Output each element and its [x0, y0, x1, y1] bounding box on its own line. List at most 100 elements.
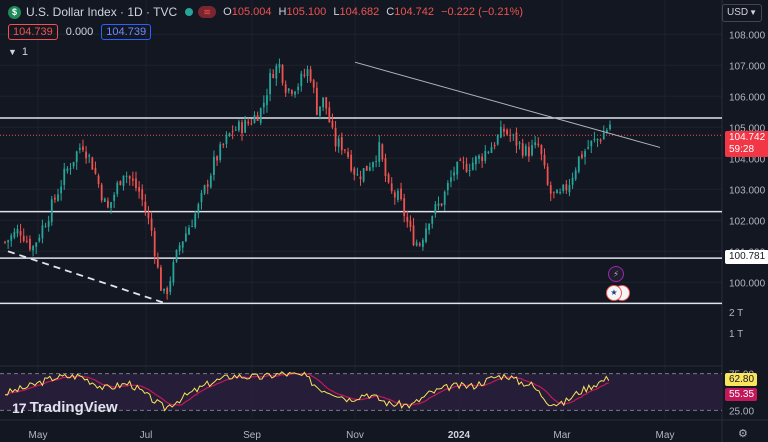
candle-body — [315, 87, 318, 115]
candle-body — [128, 176, 131, 179]
time-axis-label: 2024 — [448, 430, 471, 441]
rsi-band — [0, 373, 722, 411]
candle-body — [306, 69, 309, 77]
symbol-title[interactable]: U.S. Dollar Index · 1D · TVC — [26, 5, 178, 19]
trendline — [354, 61, 661, 148]
alert-badge-icon[interactable]: ≋ — [198, 6, 217, 18]
candle-body — [41, 225, 44, 239]
candle-body — [78, 147, 81, 150]
candle-body — [125, 175, 128, 177]
candle-body — [353, 168, 356, 175]
candle-body — [241, 122, 243, 134]
candle-body — [203, 185, 206, 194]
candle-body — [415, 242, 418, 246]
candle-body — [300, 73, 303, 87]
candle-body — [50, 199, 53, 222]
candle-body — [297, 86, 300, 91]
candle-body — [82, 146, 84, 150]
candle-body — [475, 156, 477, 165]
volume-tick-label: 1 T — [729, 329, 743, 340]
candle-body — [19, 231, 22, 236]
candle-body — [103, 198, 106, 203]
quote-row: 104.739 0.000 104.739 — [8, 24, 159, 40]
candle-body — [194, 213, 197, 228]
candle-body — [222, 143, 225, 146]
currency-select[interactable]: USD ▼ — [722, 4, 762, 22]
candle-body — [228, 133, 231, 136]
candle-body — [60, 186, 63, 194]
candle-body — [88, 155, 91, 157]
candle-body — [509, 134, 512, 137]
candle-body — [225, 135, 228, 144]
candle-body — [275, 65, 278, 79]
price-tick-label: 102.000 — [729, 216, 766, 227]
candle-body — [234, 129, 237, 131]
candle-body — [188, 227, 190, 235]
candle-body — [440, 203, 443, 206]
candle-body — [284, 84, 287, 93]
volume-tick-label: 2 T — [729, 308, 743, 319]
candle-body — [166, 288, 169, 294]
ohlc-values: O105.004 H105.100 L104.682 C104.742 −0.2… — [223, 6, 524, 18]
candle-body — [559, 192, 562, 194]
candle-body — [63, 168, 66, 185]
candle-body — [359, 176, 362, 180]
candle-body — [122, 175, 125, 186]
candle-body — [312, 80, 315, 88]
sell-price-button[interactable]: 104.739 — [8, 24, 58, 40]
candle-body — [13, 231, 16, 238]
candle-body — [156, 257, 159, 268]
candle-body — [219, 144, 222, 160]
lightning-event-icon[interactable]: ⚡ — [608, 266, 624, 282]
candle-body — [528, 146, 530, 157]
candle-body — [512, 134, 515, 136]
candle-body — [153, 231, 156, 257]
candle-body — [397, 190, 399, 200]
candle-body — [350, 154, 353, 171]
candle-body — [587, 147, 590, 149]
candle-body — [32, 246, 34, 251]
candle-body — [409, 220, 412, 227]
candle-body — [462, 161, 465, 163]
candle-body — [113, 194, 116, 201]
candle-body — [390, 183, 393, 192]
dollar-symbol-icon: $ — [8, 5, 21, 19]
candle-body — [365, 165, 368, 171]
candle-body — [237, 121, 240, 131]
candle-body — [116, 182, 119, 195]
price-tick-label: 104.000 — [729, 154, 766, 165]
candle-body — [446, 182, 449, 191]
candle-body — [29, 238, 31, 250]
candle-body — [593, 138, 596, 140]
bar-countdown: 59:28 — [729, 144, 755, 155]
candle-body — [69, 168, 72, 170]
us-flag-event-icon[interactable]: ★ — [606, 285, 622, 301]
live-dot-icon — [185, 8, 194, 16]
candle-body — [428, 223, 431, 230]
indicators-toggle[interactable]: ▼ 1 — [8, 46, 28, 58]
candle-body — [412, 225, 415, 246]
buy-price-button[interactable]: 104.739 — [101, 24, 152, 40]
tradingview-logo[interactable]: 17 TradingView — [12, 399, 118, 416]
time-axis-label: May — [29, 430, 48, 441]
candle-body — [506, 129, 508, 135]
candle-body — [568, 184, 571, 193]
candle-body — [596, 139, 599, 141]
symbol-header: $ U.S. Dollar Index · 1D · TVC ≋ O105.00… — [8, 4, 527, 20]
candle-body — [175, 249, 178, 262]
candle-body — [571, 177, 574, 185]
candle-body — [565, 184, 568, 191]
candle-body — [325, 97, 328, 109]
candle-body — [375, 160, 378, 162]
candle-body — [403, 198, 406, 216]
candle-body — [135, 178, 137, 189]
candle-body — [372, 162, 374, 168]
candle-body — [443, 191, 446, 205]
candle-body — [322, 97, 324, 108]
candle-body — [344, 149, 346, 151]
level-price-tag: 100.781 — [725, 250, 768, 264]
price-tick-label: 100.000 — [729, 278, 766, 289]
gear-icon[interactable]: ⚙ — [738, 428, 748, 440]
candle-body — [590, 140, 593, 147]
